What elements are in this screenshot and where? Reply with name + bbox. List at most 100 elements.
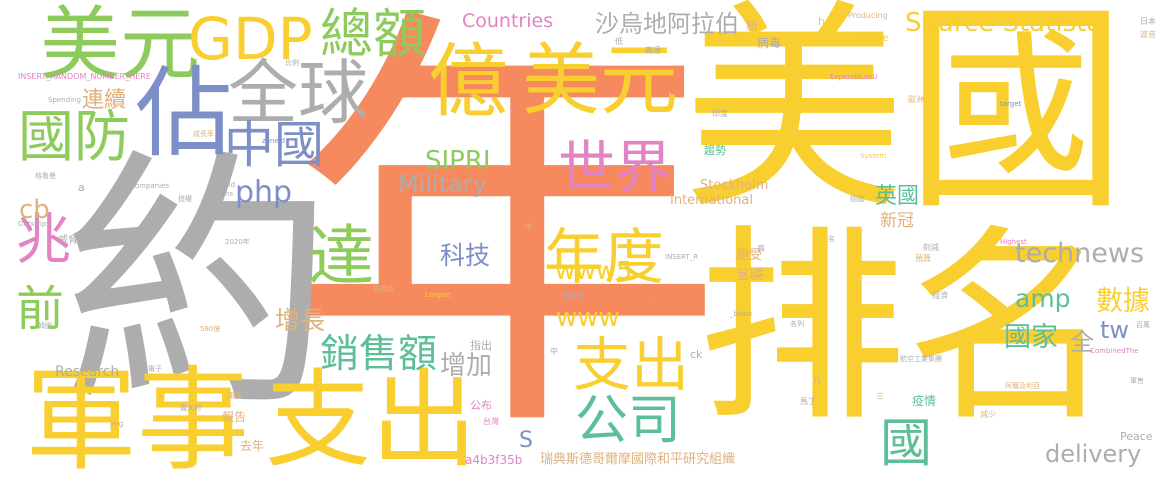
cloud-word: target: [1000, 100, 1022, 108]
cloud-word: 新: [746, 19, 759, 33]
cloud-word: 軍事: [25, 356, 249, 482]
cloud-word: amp: [1015, 284, 1071, 313]
cloud-word: Highest: [1000, 238, 1027, 246]
cloud-word: 美元: [522, 36, 679, 126]
cloud-word: 呈現: [736, 268, 763, 283]
cloud-word: 印度: [712, 109, 728, 118]
cloud-word: 百萬: [1136, 321, 1150, 329]
cloud-word: 病毒: [757, 36, 782, 50]
cloud-word: 沙烏地阿拉伯: [595, 10, 739, 38]
cloud-word: 日本: [1140, 17, 1156, 26]
cloud-word: 飽受: [736, 248, 763, 263]
cloud-word: 約: [62, 128, 334, 444]
cloud-word: System: [860, 152, 887, 160]
cloud-word: 前: [16, 281, 65, 337]
cloud-word: GDP: [188, 5, 313, 73]
cloud-word: Outstrips: [18, 220, 50, 228]
cloud-word: 年: [285, 0, 725, 482]
cloud-word: 德國: [850, 195, 864, 203]
cloud-word: 報告: [222, 410, 247, 424]
cloud-word: 英國: [875, 184, 920, 209]
cloud-word: 八: [813, 376, 821, 385]
cloud-word: INSERT_RANDOM_NUMBER_HERE: [18, 72, 151, 81]
cloud-word: Peace: [1120, 430, 1153, 443]
cloud-word: 格魯曼: [35, 172, 56, 180]
cloud-word: 波音: [1140, 30, 1156, 39]
cloud-word: delivery: [1045, 440, 1142, 468]
cloud-word: www: [556, 303, 620, 333]
cloud-word: 2020年: [225, 238, 250, 246]
cloud-word: php: [235, 175, 293, 210]
cloud-word: 增加: [440, 351, 493, 381]
cloud-word: 全球: [228, 52, 368, 134]
cloud-word: 全: [1070, 328, 1094, 356]
cloud-word: 名列: [790, 320, 804, 328]
cloud-word: INSERT_R: [665, 253, 699, 261]
cloud-word: 支出: [265, 359, 477, 482]
cloud-word: BAE: [292, 351, 307, 359]
cloud-word: 中國: [224, 116, 324, 174]
cloud-word: 公布: [470, 399, 492, 412]
cloud-word: 義大利: [180, 404, 201, 412]
cloud-word: 億: [428, 35, 508, 128]
cloud-word: 數據: [1096, 286, 1150, 317]
cloud-word: 高: [757, 244, 765, 253]
cloud-word: 達: [308, 218, 374, 295]
cloud-word: _blank: [730, 310, 753, 318]
cloud-word: www5: [555, 256, 633, 285]
cloud-word: 預算: [915, 254, 931, 263]
cloud-word: 銷售額: [320, 332, 438, 377]
cloud-word: 總額: [320, 4, 426, 65]
cloud-word: 瑞典斯德哥爾摩國際和平研究組織: [540, 452, 736, 467]
cloud-word: 佔: [135, 57, 234, 171]
cloud-word: 國: [880, 414, 933, 474]
cloud-word: technews: [1015, 238, 1145, 269]
cloud-word: Source Statista: [905, 8, 1103, 38]
cloud-word: 二: [757, 269, 765, 278]
cloud-word: 千: [525, 223, 533, 232]
cloud-word: 威脅: [58, 235, 78, 246]
cloud-word: Countries: [462, 10, 554, 32]
cloud-word: Military: [398, 170, 487, 198]
cloud-word: a4b3f35b: [465, 453, 523, 467]
cloud-word: 兆: [16, 207, 72, 271]
cloud-word: 高達: [645, 46, 661, 55]
cloud-word: n: [648, 293, 655, 306]
cloud-word: 削減: [923, 243, 939, 252]
cloud-word: 授權: [178, 195, 192, 203]
cloud-word: 台灣: [483, 417, 499, 426]
cloud-word: 供應商: [373, 285, 394, 293]
cloud-word: ck: [690, 348, 703, 361]
cloud-word: International: [670, 193, 753, 208]
cloud-word: CombinedThe: [1090, 347, 1139, 355]
cloud-word: img: [110, 420, 124, 428]
cloud-word: a: [78, 181, 85, 194]
cloud-word: 疫情: [912, 394, 937, 408]
cloud-word: 航空工業集團: [900, 355, 942, 363]
cloud-word: 年度: [544, 223, 664, 293]
cloud-word: 趨勢: [704, 144, 726, 157]
cloud-word: 比例: [285, 59, 299, 67]
cloud-word: 電子: [148, 365, 162, 373]
cloud-word: 歐洲: [908, 95, 924, 104]
cloud-word: Largest: [425, 291, 452, 299]
cloud-word: 公司: [575, 390, 681, 451]
cloud-word: 新冠: [880, 211, 914, 231]
cloud-word: 排名: [698, 208, 1114, 450]
cloud-word: 連續: [82, 88, 127, 113]
cloud-word: 國防: [18, 105, 130, 170]
cloud-word: Institute: [847, 33, 889, 44]
cloud-word: 世界: [558, 135, 672, 201]
cloud-word: zoneid: [262, 137, 286, 145]
cloud-word: 阿爾及利亞: [1005, 382, 1040, 390]
cloud-word: tw: [1100, 316, 1130, 344]
cloud-word: 減少: [980, 410, 996, 419]
cloud-word: SIPRI: [425, 146, 491, 176]
cloud-word: 科技: [440, 241, 491, 270]
cloud-word: 成長率: [193, 130, 214, 138]
cloud-word: 馬丁: [800, 397, 816, 406]
cloud-word: Producing: [848, 11, 888, 20]
cloud-word: Arms: [215, 190, 234, 198]
cloud-word: 指出: [470, 339, 492, 352]
